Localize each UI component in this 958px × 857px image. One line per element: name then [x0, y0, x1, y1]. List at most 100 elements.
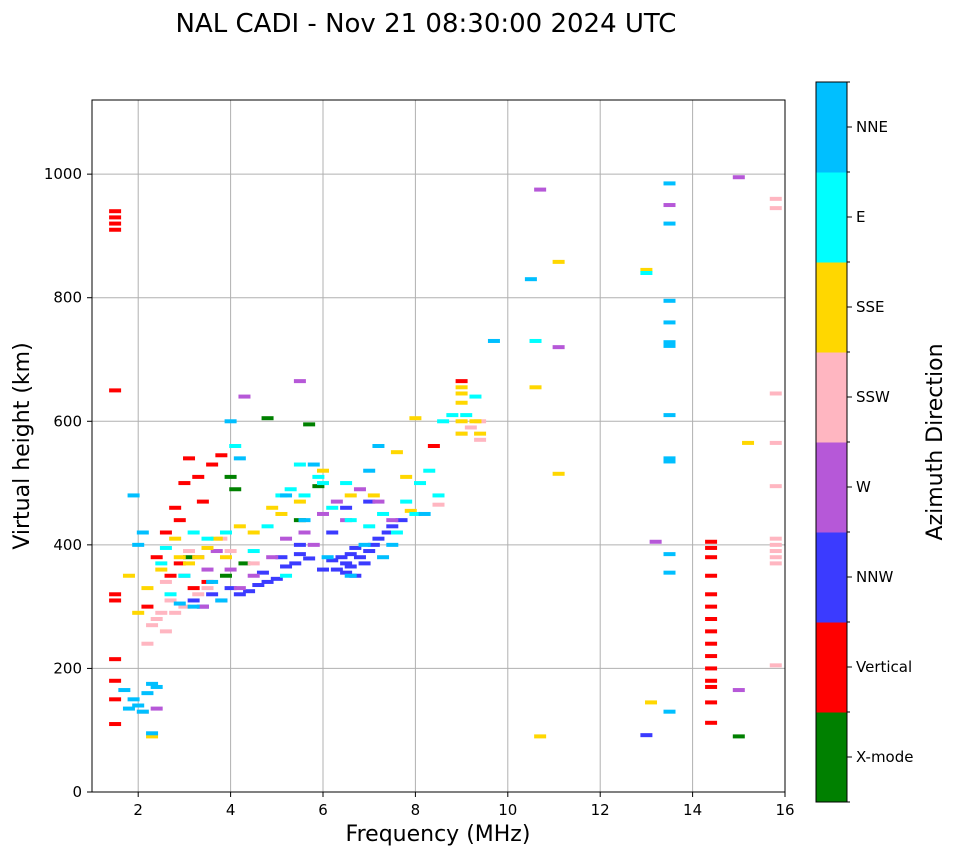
- colorbar-category-label: NNW: [856, 568, 893, 586]
- data-point-vertical: [187, 586, 200, 591]
- data-point-vertical: [183, 456, 196, 461]
- data-point-sse: [552, 471, 565, 476]
- data-point-vertical: [705, 555, 718, 560]
- data-point-nne: [663, 320, 676, 325]
- y-tick-label: 1000: [44, 165, 82, 183]
- data-point-nne: [127, 493, 140, 498]
- data-point-nne: [187, 604, 200, 609]
- data-point-nne: [136, 709, 149, 714]
- data-point-nnw: [293, 542, 306, 547]
- data-point-e: [164, 592, 177, 597]
- data-point-nne: [215, 598, 228, 603]
- data-point-sse: [173, 555, 186, 560]
- data-point-ssw: [769, 549, 782, 554]
- data-point-ssw: [769, 536, 782, 541]
- data-point-vertical: [705, 617, 718, 621]
- data-point-vertical: [109, 388, 122, 393]
- data-point-nne: [487, 338, 500, 343]
- data-point-nnw: [326, 530, 339, 535]
- data-point-e: [423, 468, 436, 473]
- data-point-sse: [317, 468, 329, 473]
- data-point-nnw: [252, 583, 265, 588]
- data-point-w: [353, 487, 366, 492]
- data-point-e: [409, 511, 422, 516]
- data-point-w: [266, 555, 279, 560]
- data-point-vertical: [109, 657, 122, 662]
- y-axis-label: Virtual height (km): [10, 342, 35, 549]
- x-axis-ticks: 2 4 6 8 10 12 14 16: [133, 792, 795, 819]
- data-point-e: [529, 338, 542, 343]
- data-point-nne: [344, 573, 357, 578]
- x-tick-label: 8: [411, 801, 421, 819]
- data-point-sse: [529, 385, 542, 390]
- data-point-ssw: [155, 610, 168, 615]
- data-point-nnw: [340, 561, 353, 566]
- data-point-nnw: [349, 545, 362, 550]
- data-point-vertical: [705, 720, 718, 725]
- colorbar-category-label: E: [856, 208, 865, 226]
- data-point-vertical: [705, 539, 718, 544]
- data-point-sse: [455, 391, 468, 396]
- data-point-w: [649, 539, 662, 544]
- colorbar-segment: [816, 712, 847, 803]
- data-point-e: [229, 444, 242, 448]
- x-tick-label: 2: [133, 801, 143, 819]
- data-point-x-mode: [732, 734, 745, 739]
- plot-frame: [91, 99, 786, 793]
- data-point-nnw: [233, 592, 246, 597]
- data-point-sse: [169, 536, 182, 541]
- data-point-sse: [742, 440, 755, 445]
- data-point-ssw: [159, 629, 172, 634]
- data-point-nne: [372, 444, 385, 448]
- data-point-nnw: [353, 555, 366, 560]
- data-point-nne: [122, 706, 135, 711]
- data-point-vertical: [109, 678, 122, 683]
- colorbar-segment: [816, 442, 847, 533]
- data-point-ssw: [464, 425, 477, 430]
- colorbar-label: Azimuth Direction: [923, 343, 948, 540]
- data-point-sse: [266, 505, 279, 510]
- x-axis-label: Frequency (MHz): [346, 822, 531, 847]
- data-point-e: [219, 530, 232, 535]
- data-point-e: [298, 493, 311, 498]
- data-point-nnw: [289, 561, 302, 566]
- data-point-e: [460, 413, 473, 418]
- data-point-nne: [127, 697, 140, 702]
- data-point-nnw: [256, 570, 269, 575]
- data-point-x-mode: [224, 474, 237, 479]
- y-tick-label: 200: [53, 659, 82, 677]
- data-point-e: [293, 462, 306, 467]
- data-point-sse: [640, 267, 653, 272]
- data-point-ssw: [769, 561, 782, 566]
- data-point-ssw: [164, 598, 177, 603]
- data-point-vertical: [705, 654, 718, 659]
- data-point-sse: [233, 524, 246, 529]
- data-point-vertical: [705, 629, 718, 634]
- data-point-sse: [146, 734, 159, 739]
- data-point-nne: [146, 731, 159, 736]
- data-point-w: [552, 345, 565, 350]
- data-point-sse: [469, 419, 482, 424]
- data-point-vertical: [109, 722, 122, 727]
- data-point-w: [210, 549, 223, 554]
- data-point-w: [247, 573, 260, 578]
- colorbar-segment: [816, 262, 847, 353]
- y-tick-label: 400: [53, 536, 82, 554]
- data-point-nnw: [340, 505, 353, 510]
- colorbar-category-label: SSE: [856, 298, 885, 316]
- data-point-vertical: [196, 499, 209, 504]
- data-point-nnw: [330, 567, 343, 572]
- data-point-vertical: [164, 573, 177, 578]
- data-point-e: [247, 549, 260, 554]
- data-point-nne: [298, 518, 311, 523]
- colorbar: X-mode Vertical NNW W SSW SSE E NNE: [815, 81, 913, 803]
- data-point-nne: [663, 181, 676, 186]
- data-point-vertical: [705, 678, 718, 683]
- x-tick-label: 6: [318, 801, 328, 819]
- data-point-nne: [358, 542, 371, 547]
- colorbar-segment: [816, 352, 847, 443]
- data-point-ssw: [159, 579, 172, 584]
- data-point-nnw: [261, 579, 274, 584]
- data-point-nnw: [280, 564, 293, 569]
